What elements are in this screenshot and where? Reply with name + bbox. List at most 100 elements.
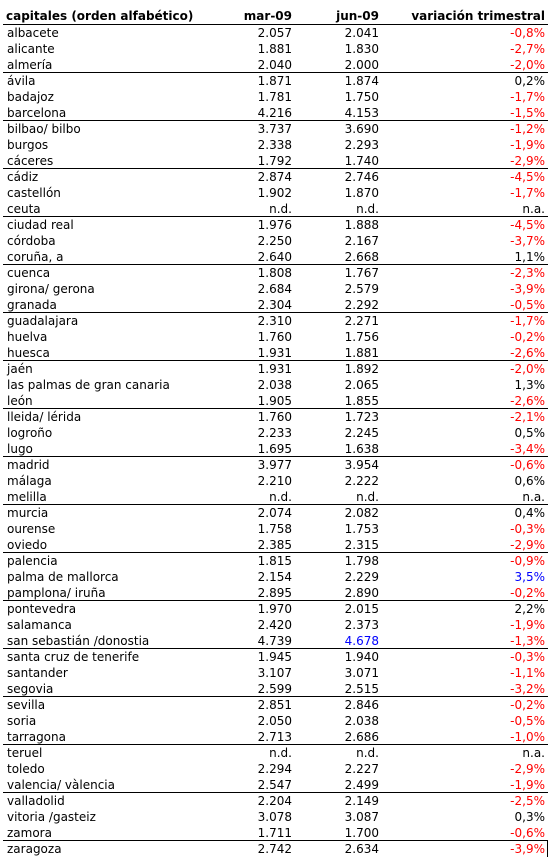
table-header: capitales (orden alfabético) mar-09 jun-… — [3, 8, 551, 25]
value-variacion: n.a. — [522, 490, 545, 504]
city-name: córdoba — [7, 234, 56, 248]
value-mar-09: 2.895 — [257, 586, 292, 600]
table-row: teruel n.d. n.d. n.a. — [3, 744, 551, 761]
value-jun-09: n.d. — [356, 746, 379, 760]
table-row: córdoba 2.250 2.167 -3,7% — [3, 233, 551, 249]
value-variacion: n.a. — [522, 746, 545, 760]
value-mar-09: n.d. — [269, 202, 292, 216]
city-name: huesca — [7, 346, 50, 360]
header-jun-09: jun-09 — [336, 9, 379, 23]
table-row: cádiz 2.874 2.746 -4,5% — [3, 168, 551, 185]
table-row: badajoz 1.781 1.750 -1,7% — [3, 89, 551, 105]
value-mar-09: 2.040 — [257, 58, 292, 72]
table-row: ciudad real 1.976 1.888 -4,5% — [3, 216, 551, 233]
value-mar-09: 2.057 — [257, 26, 292, 40]
value-mar-09: 1.902 — [257, 186, 292, 200]
value-jun-09: 4.153 — [344, 106, 379, 120]
value-mar-09: 2.050 — [257, 714, 292, 728]
value-mar-09: 2.038 — [257, 378, 292, 392]
value-mar-09: 2.294 — [257, 762, 292, 776]
value-jun-09: 2.499 — [344, 778, 379, 792]
value-mar-09: 2.640 — [257, 250, 292, 264]
city-name: guadalajara — [7, 314, 79, 328]
value-mar-09: n.d. — [269, 490, 292, 504]
city-name: almería — [7, 58, 53, 72]
value-mar-09: 2.304 — [257, 298, 292, 312]
table-row: oviedo 2.385 2.315 -2,9% — [3, 537, 551, 553]
value-variacion: -3,9% — [510, 282, 545, 296]
value-jun-09: 2.245 — [344, 426, 379, 440]
city-name: pontevedra — [7, 602, 77, 616]
city-name: teruel — [7, 746, 43, 760]
table-row: huesca 1.931 1.881 -2,6% — [3, 345, 551, 361]
value-variacion: -0,5% — [510, 714, 545, 728]
value-variacion: -1,7% — [510, 90, 545, 104]
table-row: las palmas de gran canaria 2.038 2.065 1,3% — [3, 377, 551, 393]
value-jun-09: 2.038 — [344, 714, 379, 728]
table-row: melilla n.d. n.d. n.a. — [3, 489, 551, 505]
value-variacion: -2,9% — [510, 538, 545, 552]
value-variacion: -2,9% — [510, 154, 545, 168]
value-variacion: -3,7% — [510, 234, 545, 248]
table-row: burgos 2.338 2.293 -1,9% — [3, 137, 551, 153]
table-row: ávila 1.871 1.874 0,2% — [3, 72, 551, 89]
value-variacion: -3,2% — [510, 682, 545, 696]
table-row: palma de mallorca 2.154 2.229 3,5% — [3, 569, 551, 585]
value-mar-09: 2.385 — [257, 538, 292, 552]
table-row: málaga 2.210 2.222 0,6% — [3, 473, 551, 489]
table-row: coruña, a 2.640 2.668 1,1% — [3, 249, 551, 265]
table-row: guadalajara 2.310 2.271 -1,7% — [3, 312, 551, 329]
value-variacion: -0,5% — [510, 298, 545, 312]
value-variacion: -4,5% — [510, 170, 545, 184]
table-row: barcelona 4.216 4.153 -1,5% — [3, 105, 551, 121]
value-mar-09: 1.758 — [257, 522, 292, 536]
value-jun-09: 2.890 — [344, 586, 379, 600]
value-variacion: 0,2% — [514, 74, 546, 88]
city-name: palma de mallorca — [7, 570, 119, 584]
city-name: zaragoza — [7, 842, 62, 856]
city-name: vitoria /gasteiz — [7, 810, 96, 824]
table-row: logroño 2.233 2.245 0,5% — [3, 425, 551, 441]
table-row: jaén 1.931 1.892 -2,0% — [3, 360, 551, 377]
table-row: san sebastián /donostia 4.739 4.678 -1,3% — [3, 633, 551, 649]
city-name: cuenca — [7, 266, 51, 280]
city-name: sevilla — [7, 698, 46, 712]
value-mar-09: 1.871 — [257, 74, 292, 88]
table-row: castellón 1.902 1.870 -1,7% — [3, 185, 551, 201]
table-row: pontevedra 1.970 2.015 2,2% — [3, 600, 551, 617]
value-mar-09: 2.599 — [257, 682, 292, 696]
table-row: albacete 2.057 2.041 -0,8% — [3, 24, 551, 41]
value-variacion: -2,1% — [510, 410, 545, 424]
value-variacion: 0,3% — [514, 810, 546, 824]
value-jun-09: 2.746 — [344, 170, 379, 184]
table-row: cuenca 1.808 1.767 -2,3% — [3, 264, 551, 281]
city-name: zamora — [7, 826, 52, 840]
value-jun-09: 2.579 — [344, 282, 379, 296]
value-mar-09: 3.737 — [257, 122, 292, 136]
value-variacion: -0,2% — [510, 330, 545, 344]
header-variacion-trimestral: variación trimestral — [411, 9, 545, 23]
table-row: girona/ gerona 2.684 2.579 -3,9% — [3, 281, 551, 297]
value-mar-09: 2.547 — [257, 778, 292, 792]
value-jun-09: 2.634 — [344, 842, 379, 856]
value-variacion: -2,0% — [510, 362, 545, 376]
city-name: león — [7, 394, 33, 408]
table-row: lleida/ lérida 1.760 1.723 -2,1% — [3, 408, 551, 425]
value-jun-09: n.d. — [356, 490, 379, 504]
value-variacion: -0,6% — [510, 826, 545, 840]
value-jun-09: 1.798 — [344, 554, 379, 568]
city-name: bilbao/ bilbo — [7, 122, 81, 136]
city-name: toledo — [7, 762, 45, 776]
city-name: cáceres — [7, 154, 54, 168]
table-row: madrid 3.977 3.954 -0,6% — [3, 456, 551, 473]
value-mar-09: 2.742 — [257, 842, 292, 856]
value-mar-09: 2.713 — [257, 730, 292, 744]
city-name: burgos — [7, 138, 49, 152]
value-variacion: 1,1% — [514, 250, 546, 264]
value-mar-09: 2.338 — [257, 138, 292, 152]
table-row: león 1.905 1.855 -2,6% — [3, 393, 551, 409]
value-mar-09: 1.815 — [257, 554, 292, 568]
value-mar-09: 2.233 — [257, 426, 292, 440]
table-row: segovia 2.599 2.515 -3,2% — [3, 681, 551, 697]
city-name: castellón — [7, 186, 61, 200]
